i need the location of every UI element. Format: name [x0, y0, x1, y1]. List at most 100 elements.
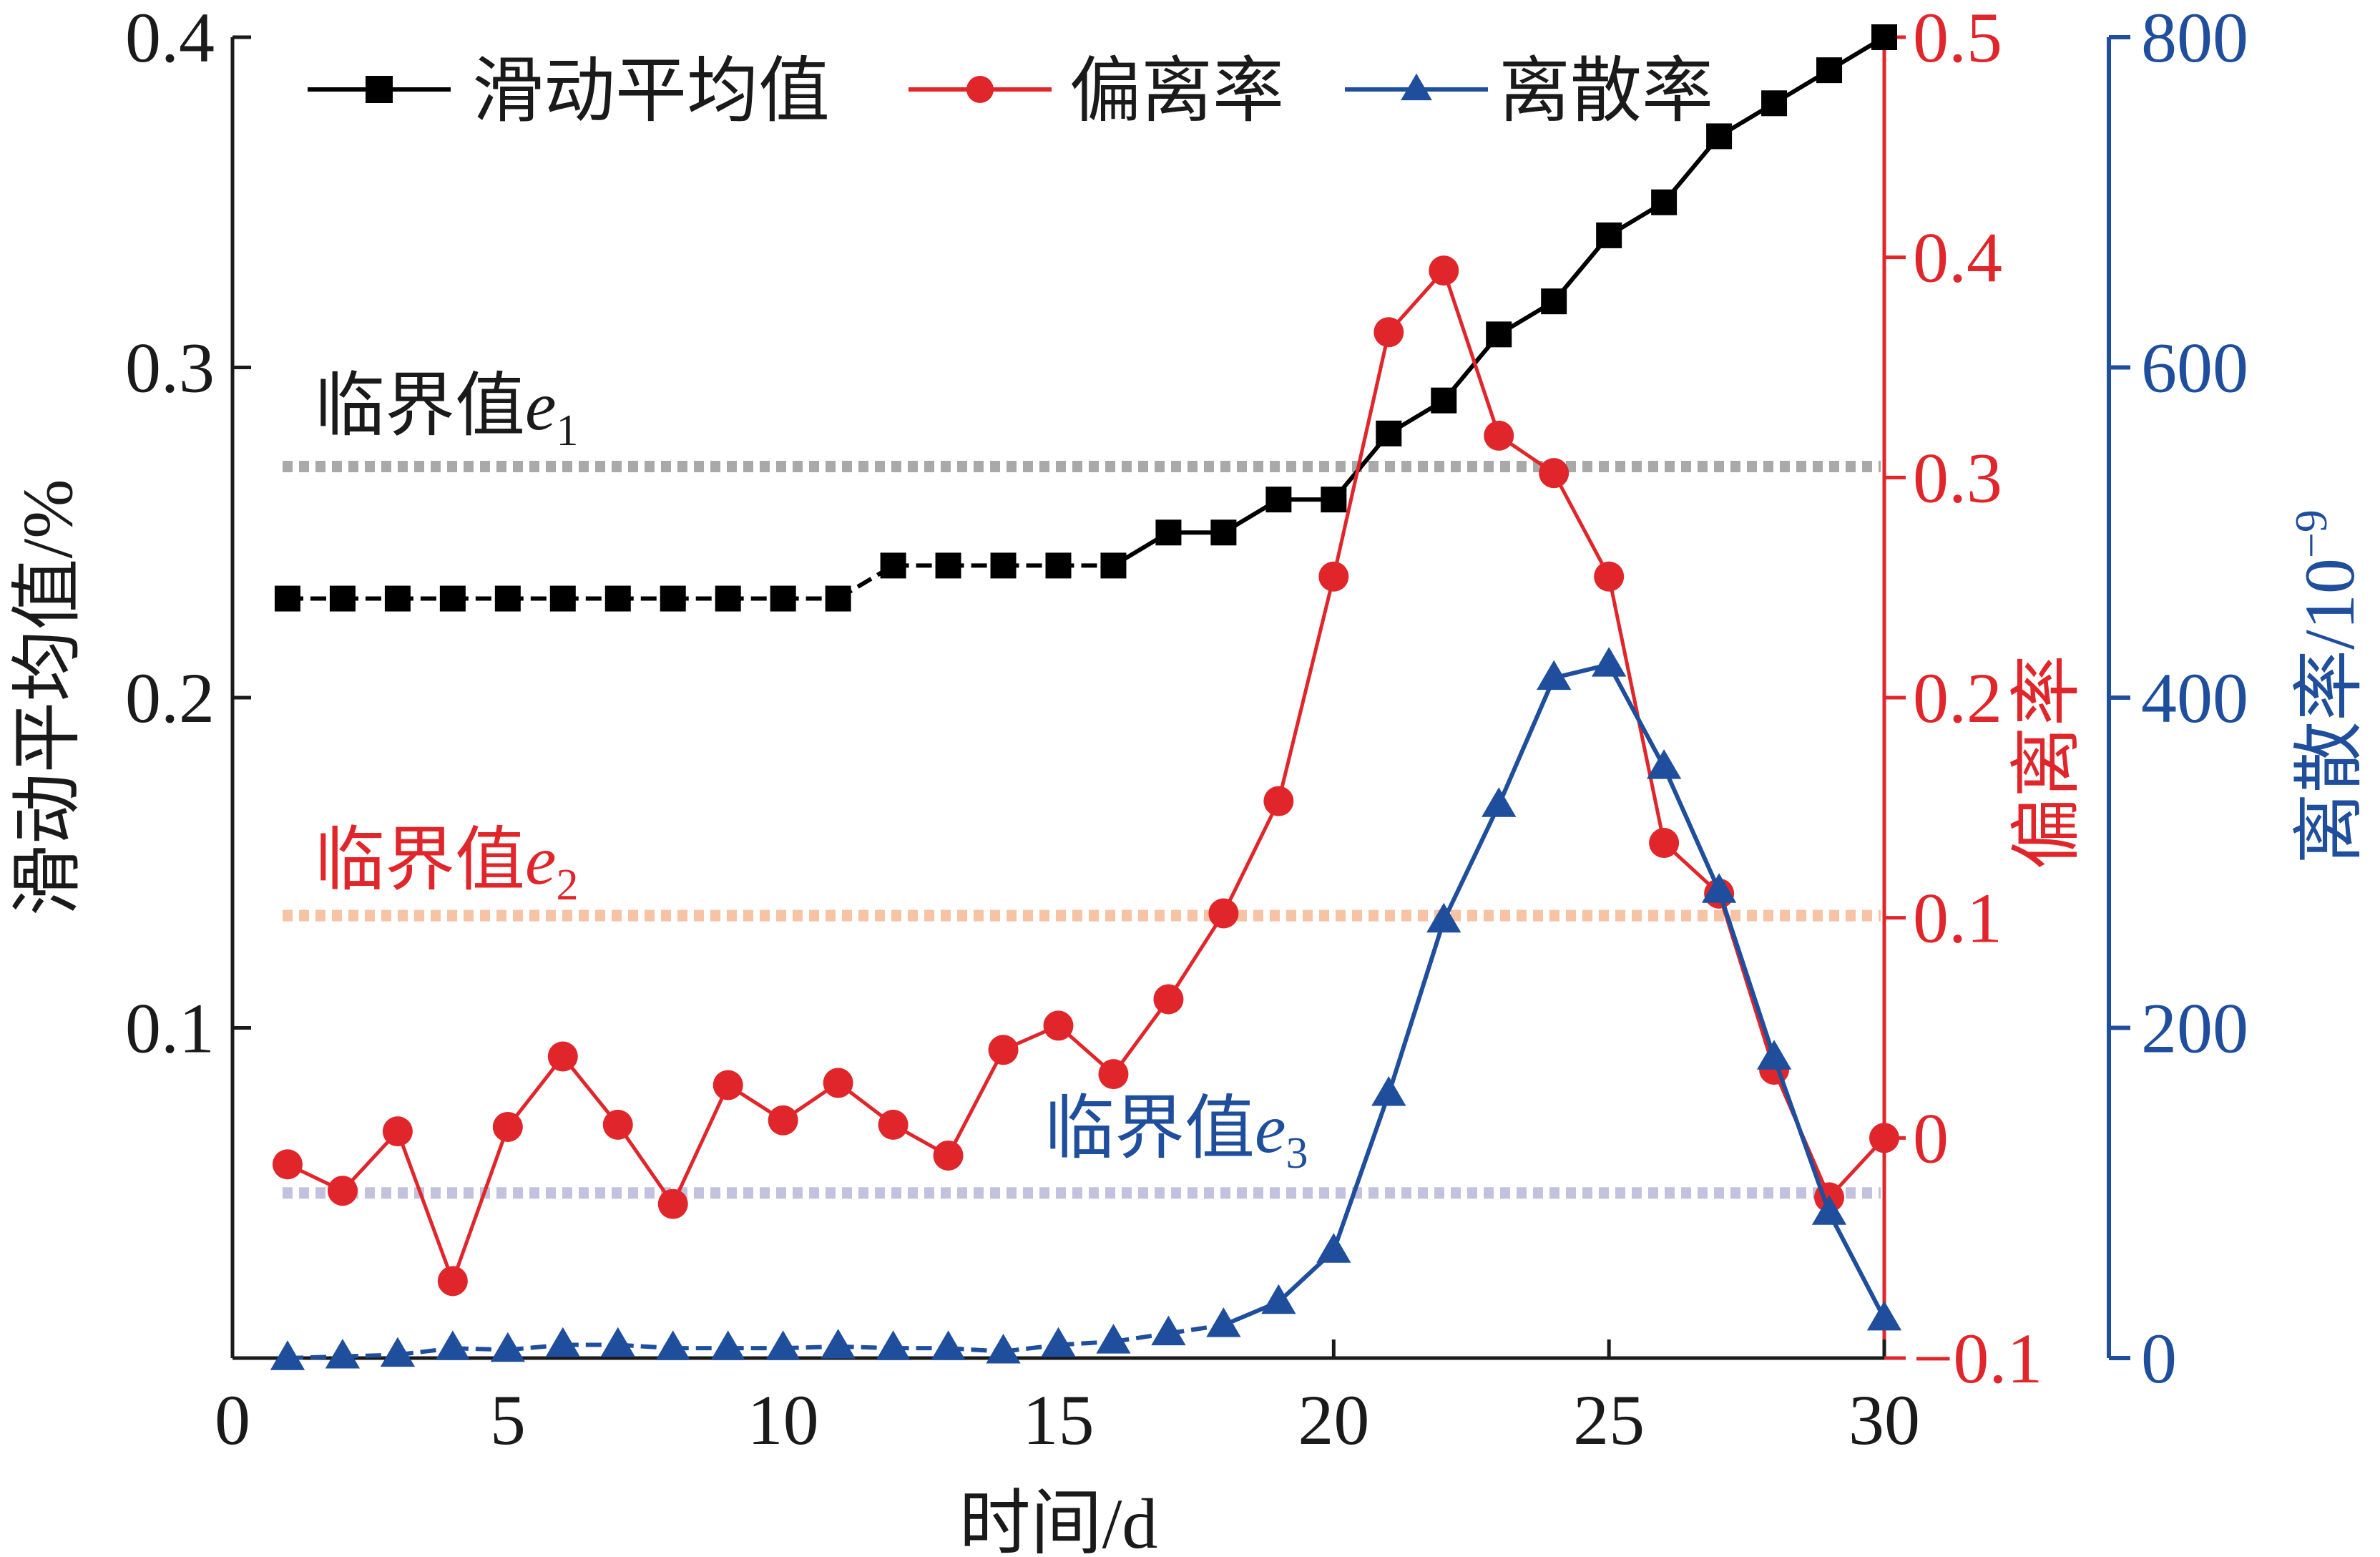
deviation-rate-segment	[1607, 576, 1666, 844]
moving-average-point	[1431, 387, 1457, 414]
threshold-label-subscript: 1	[557, 406, 579, 455]
right2-y-tick-label: 200	[2141, 989, 2248, 1068]
dispersion-rate-point	[1646, 749, 1682, 779]
moving-average-point	[770, 585, 796, 612]
deviation-rate-segment	[616, 1123, 675, 1206]
deviation-rate-point	[547, 1041, 578, 1072]
left-y-tick-label: 0.1	[125, 989, 215, 1068]
threshold-label-subscript: 2	[557, 861, 579, 909]
legend-deviation-rate-marker	[966, 76, 994, 103]
deviation-rate-segment	[1276, 576, 1336, 802]
moving-average-point	[1541, 288, 1567, 315]
x-axis-title: 时间/d	[959, 1484, 1158, 1553]
dispersion-rate-point	[490, 1332, 525, 1362]
moving-average-point	[329, 585, 356, 612]
dispersion-rate-point	[270, 1340, 305, 1370]
right2-y-tick-label: 0	[2141, 1319, 2177, 1398]
moving-average-point	[1651, 189, 1678, 215]
deviation-rate-point	[1043, 1010, 1074, 1041]
left-y-axis-title: 滑动平均值/%	[8, 479, 87, 916]
right2-y-tick-label: 600	[2141, 328, 2248, 408]
dispersion-rate-point	[1866, 1300, 1902, 1331]
moving-average-point	[825, 585, 851, 612]
dispersion-rate-point	[986, 1334, 1021, 1364]
threshold-label-text: 临界值	[315, 822, 525, 899]
right1-y-axis-title: 偏离率	[2007, 655, 2087, 869]
dispersion-rate-point	[1096, 1324, 1131, 1354]
deviation-rate-point	[657, 1189, 688, 1219]
deviation-rate-point	[492, 1111, 523, 1142]
threshold-label-e1: 临界值e1	[315, 368, 579, 455]
deviation-rate-point	[1649, 828, 1680, 859]
dispersion-rate-point	[1701, 873, 1737, 903]
dispersion-rate-point	[1537, 660, 1572, 690]
dispersion-rate-point	[435, 1330, 471, 1360]
dispersion-rate-segment	[1607, 663, 1666, 768]
dispersion-rate-point	[1206, 1307, 1241, 1337]
deviation-rate-point	[327, 1176, 358, 1206]
moving-average-point	[494, 585, 521, 612]
x-tick-label: 10	[748, 1380, 819, 1460]
moving-average-point	[1816, 57, 1843, 84]
threshold-label-symbol: e	[1255, 1090, 1286, 1168]
x-tick-label: 0	[215, 1380, 250, 1460]
dispersion-rate-point	[876, 1330, 911, 1360]
dispersion-rate-point	[1756, 1040, 1792, 1070]
threshold-label-text: 临界值	[1044, 1090, 1255, 1168]
deviation-rate-point	[878, 1109, 909, 1140]
legend-dispersion-rate-label: 离散率	[1499, 52, 1713, 131]
right2-y-axis-title-text: 离散率/10	[2290, 558, 2369, 864]
moving-average-point	[880, 552, 906, 579]
deviation-rate-point	[1318, 561, 1349, 592]
deviation-rate-point	[1208, 898, 1239, 929]
deviation-rate-segment	[396, 1131, 455, 1282]
dispersion-rate-point	[380, 1337, 416, 1367]
moving-average-point	[935, 552, 961, 579]
moving-average-point	[1706, 123, 1733, 150]
deviation-rate-point	[1263, 786, 1294, 816]
dispersion-rate-point	[821, 1329, 856, 1359]
moving-average-point	[660, 585, 686, 612]
right1-y-tick-label: 0.5	[1913, 0, 2002, 77]
right1-y-tick-label: 0.1	[1913, 879, 2002, 958]
threshold-label-e2: 临界值e2	[315, 822, 579, 909]
deviation-rate-point	[712, 1070, 743, 1100]
dispersion-rate-point	[1261, 1284, 1296, 1314]
dispersion-rate-segment	[1441, 804, 1501, 922]
left-y-tick-label: 0.4	[125, 0, 215, 77]
deviation-rate-point	[272, 1149, 303, 1180]
deviation-rate-point	[988, 1035, 1019, 1065]
x-tick-label: 25	[1573, 1380, 1645, 1460]
dispersion-rate-segment	[1662, 766, 1721, 892]
left-y-tick-label: 0.2	[125, 658, 215, 738]
deviation-rate-segment	[946, 1049, 1005, 1157]
x-tick-label: 5	[490, 1380, 526, 1460]
moving-average-point	[1761, 90, 1788, 117]
moving-average-point	[439, 585, 466, 612]
legend-moving-average-marker	[366, 76, 393, 103]
deviation-rate-point	[1153, 984, 1184, 1015]
deviation-rate-segment	[1112, 998, 1170, 1075]
moving-average-point	[1045, 552, 1072, 579]
dispersion-rate-segment	[1331, 1093, 1391, 1252]
right1-y-tick-label: 0.4	[1913, 218, 2002, 298]
deviation-rate-point	[602, 1109, 633, 1140]
right1-y-tick-label: 0.2	[1913, 658, 2002, 738]
x-tick-label: 30	[1848, 1380, 1920, 1460]
deviation-rate-point	[382, 1116, 413, 1147]
dispersion-rate-point	[765, 1330, 800, 1360]
deviation-rate-point	[1539, 458, 1569, 489]
moving-average-point	[1155, 519, 1182, 546]
deviation-rate-point	[1373, 317, 1404, 348]
dispersion-rate-point	[655, 1330, 690, 1360]
right2-y-axis-title: 离散率/10−9	[2286, 509, 2369, 864]
dispersion-rate-point	[325, 1338, 361, 1369]
dispersion-rate-point	[545, 1327, 580, 1357]
deviation-rate-segment	[1441, 270, 1501, 436]
right1-y-tick-label: 0.3	[1913, 438, 2002, 517]
dispersion-rate-segment	[1717, 890, 1776, 1058]
dispersion-rate-segment	[1497, 677, 1556, 806]
threshold-label-symbol: e	[525, 368, 557, 445]
